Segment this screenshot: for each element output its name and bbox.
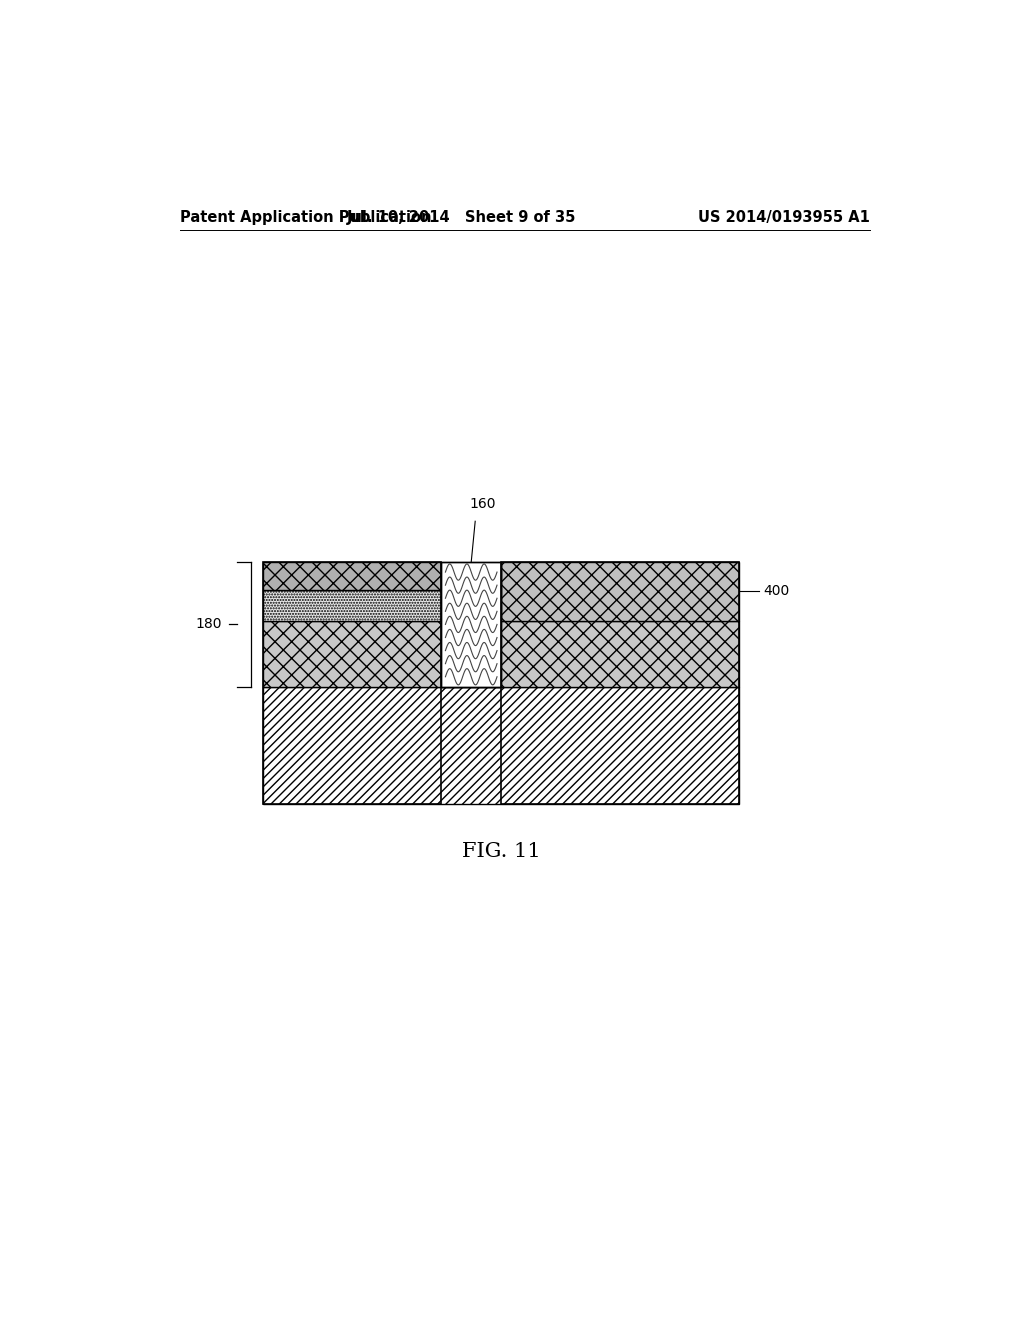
Bar	[263, 562, 441, 804]
Text: FIG. 11: FIG. 11	[462, 842, 541, 861]
Bar	[501, 562, 739, 804]
Text: US 2014/0193955 A1: US 2014/0193955 A1	[698, 210, 870, 224]
Text: 180: 180	[196, 618, 222, 631]
Bar	[263, 590, 441, 620]
Bar	[441, 562, 501, 686]
Bar	[263, 620, 739, 686]
Bar	[441, 562, 501, 686]
Bar	[263, 562, 441, 590]
Bar	[263, 686, 739, 804]
Text: Jul. 10, 2014   Sheet 9 of 35: Jul. 10, 2014 Sheet 9 of 35	[347, 210, 575, 224]
Bar	[501, 562, 739, 620]
Text: Patent Application Publication: Patent Application Publication	[179, 210, 431, 224]
Text: 400: 400	[763, 585, 790, 598]
Text: 160: 160	[470, 498, 497, 511]
